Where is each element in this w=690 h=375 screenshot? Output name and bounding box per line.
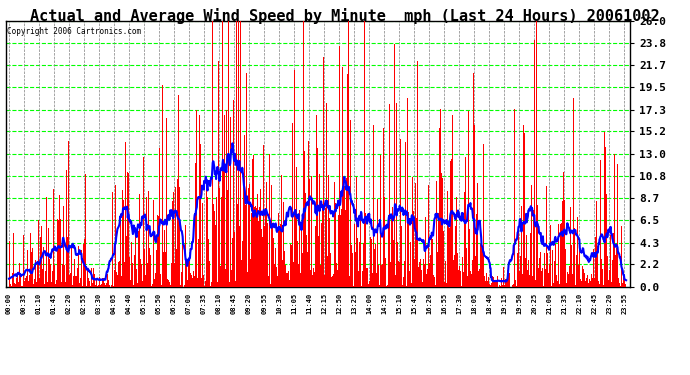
Text: Actual and Average Wind Speed by Minute  mph (Last 24 Hours) 20061002: Actual and Average Wind Speed by Minute …	[30, 8, 660, 24]
Text: Copyright 2006 Cartronics.com: Copyright 2006 Cartronics.com	[7, 27, 141, 36]
